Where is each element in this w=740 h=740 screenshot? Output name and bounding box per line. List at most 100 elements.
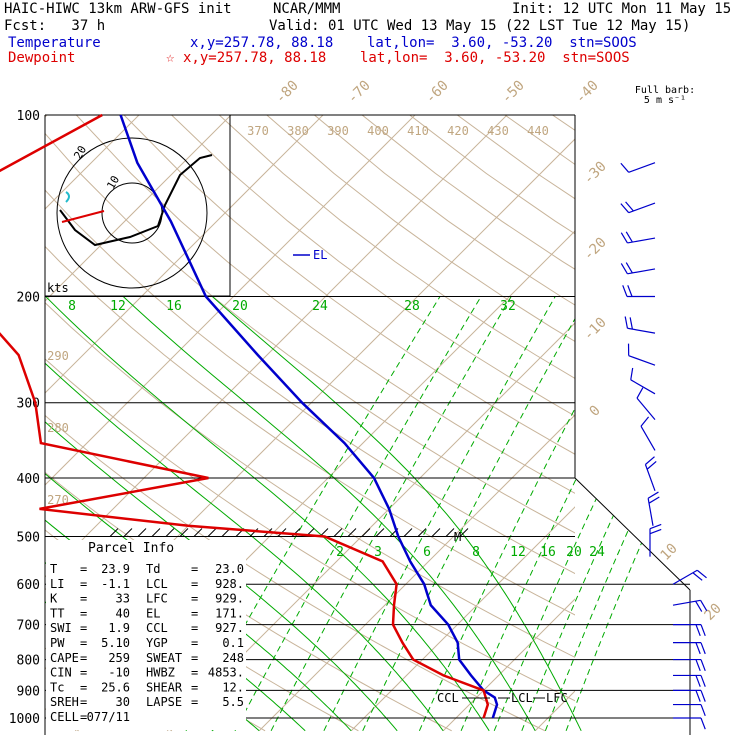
mixing-ratio-label: 16 [540, 545, 556, 560]
mixing-ratio-label: 3 [374, 545, 382, 560]
temperature-profile [119, 114, 499, 719]
dry-adiabat-line [504, 115, 575, 166]
pressure-tick-label: 1000 [9, 712, 40, 727]
parcel-key: SWI [50, 621, 72, 635]
dry-adiabat-line [314, 115, 575, 306]
init-time: Init: 12 UTC Mon 11 May 15 [512, 1, 732, 17]
parcel-value: 25.6 [101, 680, 130, 694]
freezing-hatch [333, 528, 343, 537]
parcel-value: 23.9 [101, 562, 130, 576]
wind-barb-flag [700, 600, 708, 611]
freezing-hatch [347, 528, 357, 537]
parcel-key: PW [50, 636, 65, 650]
isotherm-label: 20 [702, 601, 725, 624]
hodograph-trace [59, 154, 213, 247]
freezing-hatch [431, 528, 441, 537]
parcel-key: CELL [50, 710, 79, 724]
mixing-ratio-line [270, 296, 512, 732]
wind-barb-flag [620, 232, 628, 244]
parcel-eq: = [80, 695, 87, 709]
wind-barb-flag [625, 201, 634, 212]
parcel-key: SHEAR [146, 680, 183, 694]
mixing-ratio-label: 2 [336, 545, 344, 560]
hodograph-ring-label: 10 [104, 174, 122, 192]
wind-barb-flag [636, 387, 644, 399]
theta-label: 440 [527, 124, 549, 138]
wind-barb-flag [695, 690, 701, 702]
parcel-value: 248 [222, 651, 244, 665]
wind-barb-flag [649, 528, 662, 535]
parcel-eq: = [80, 562, 87, 576]
pressure-tick-label: 900 [17, 684, 40, 699]
theta-label: 370 [247, 124, 269, 138]
parcel-key: LCL [146, 577, 168, 591]
wind-barb-flag [629, 317, 633, 330]
parcel-eq: = [80, 710, 87, 724]
mixing-ratio-label: 8 [68, 299, 76, 314]
parcel-key: CCL [146, 621, 168, 635]
dry-adiabat-line [552, 115, 575, 131]
dry-adiabat-line [457, 115, 575, 200]
wind-barb-flag [620, 263, 628, 275]
wind-barb-flag [700, 717, 706, 730]
mixing-ratio-label: 32 [500, 299, 516, 314]
hodograph-units: kts [47, 281, 69, 295]
pressure-tick-label: 600 [17, 578, 40, 593]
pressure-tick-label: 100 [17, 109, 40, 124]
wind-barb-flag [695, 624, 701, 637]
pressure-tick-label: 700 [17, 619, 40, 634]
moist-adiabat-line [45, 296, 444, 732]
theta-label: 410 [407, 124, 429, 138]
mixing-ratio-line [460, 296, 670, 731]
parcel-value: 171. [215, 606, 244, 620]
forecast-hour: Fcst: 37 h [4, 18, 106, 34]
isotherm-label: -50 [499, 78, 528, 107]
isotherm-line [350, 506, 575, 732]
parcel-value: 927. [215, 621, 244, 635]
freezing-hatch [193, 528, 203, 537]
freezing-hatch [445, 528, 455, 537]
level-markers: EL M CCL LCL LFC [293, 248, 568, 705]
barb-key-title: Full barb: [635, 85, 695, 96]
parcel-value: 0.1 [222, 636, 244, 650]
wind-barb-flag [622, 285, 628, 297]
freezing-hatch [403, 528, 413, 537]
parcel-eq: = [191, 621, 198, 635]
parcel-value: 4853. [208, 666, 244, 680]
mixing-ratio-line [544, 296, 690, 731]
parcel-eq: = [191, 606, 198, 620]
wind-barb-flag [625, 262, 633, 274]
mixing-ratio-label: 6 [423, 545, 431, 560]
wind-barb-shaft [636, 397, 656, 420]
isotherm-line [45, 115, 416, 486]
model-title: HAIC-HIWC 13km ARW-GFS init [4, 1, 232, 17]
parcel-key: T [50, 562, 57, 576]
hodograph-ring-outer [56, 137, 208, 289]
parcel-eq: = [191, 680, 198, 694]
mixing-ratio-line [323, 296, 556, 732]
freezing-hatch [179, 528, 189, 537]
wind-barb-shaft [628, 162, 656, 173]
parcel-key: LAPSE [146, 695, 182, 709]
parcel-value: 259 [108, 651, 130, 665]
wind-barb-flag [700, 624, 706, 637]
parcel-eq: = [80, 621, 87, 635]
parcel-value: 5.10 [101, 636, 130, 650]
wind-barb-shaft [630, 379, 656, 395]
parcel-key: LI [50, 577, 64, 591]
isotherm-label: -20 [581, 235, 610, 264]
isotherm-label: -70 [345, 78, 374, 107]
parcel-value: 12. [222, 680, 244, 694]
parcel-eq: = [191, 695, 198, 709]
wind-barb-flag [625, 231, 633, 243]
org-label: NCAR/MMM [273, 1, 341, 17]
parcel-key: TT [50, 606, 64, 620]
pressure-tick-label: 400 [17, 472, 40, 487]
pressure-tick-label: 500 [17, 530, 40, 545]
dry-adiabat-line [45, 132, 575, 534]
parcel-eq: = [80, 636, 87, 650]
parcel-eq: = [80, 592, 87, 606]
isotherm-line [45, 115, 508, 578]
freezing-hatch [361, 528, 371, 537]
